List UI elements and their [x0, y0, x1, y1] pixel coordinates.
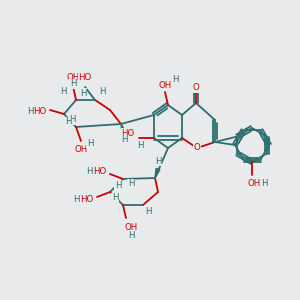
Polygon shape [155, 168, 160, 178]
Text: H: H [128, 232, 134, 241]
Polygon shape [121, 124, 126, 134]
Text: H: H [99, 88, 105, 97]
Text: OH: OH [248, 178, 261, 188]
Text: H: H [121, 136, 127, 145]
Text: H: H [172, 76, 178, 85]
Text: O: O [194, 143, 200, 152]
Text: H: H [70, 80, 76, 88]
Text: OH: OH [66, 73, 80, 82]
Text: HO: HO [93, 167, 106, 176]
Text: H: H [112, 194, 118, 202]
Text: HO: HO [122, 128, 135, 137]
Text: HO: HO [78, 73, 92, 82]
Text: H: H [69, 116, 75, 124]
Text: H: H [80, 88, 86, 98]
Text: OH: OH [124, 223, 138, 232]
Text: HO: HO [80, 196, 94, 205]
Text: H: H [86, 167, 92, 176]
Text: H: H [155, 157, 161, 166]
Text: H: H [137, 142, 143, 151]
Text: H: H [145, 208, 151, 217]
Text: HO: HO [33, 107, 46, 116]
Text: OH: OH [74, 145, 88, 154]
Text: OH: OH [158, 80, 172, 89]
Text: H: H [261, 178, 267, 188]
Text: H: H [60, 88, 66, 97]
Text: H: H [115, 181, 121, 190]
Text: H: H [27, 107, 33, 116]
Text: H: H [128, 179, 134, 188]
Text: O: O [193, 83, 200, 92]
Text: H: H [65, 118, 71, 127]
Text: H: H [73, 196, 79, 205]
Text: H: H [87, 139, 93, 148]
